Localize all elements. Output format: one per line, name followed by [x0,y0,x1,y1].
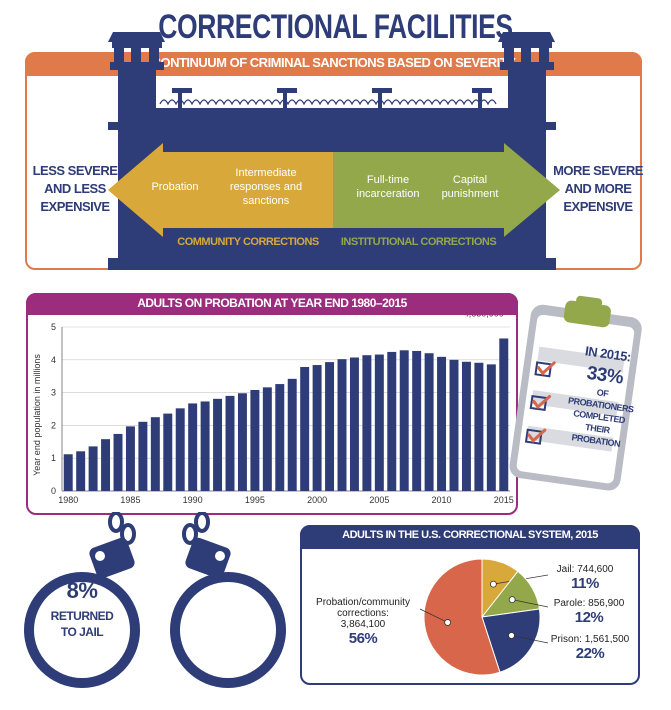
x-tick-label: 2000 [307,495,327,505]
pie-slice-probation [423,558,501,676]
pie-pct-probation: 56% [348,630,378,647]
pie-label-jail: Jail: 744,600 11% [545,564,625,592]
institutional-corrections-label: INSTITUTIONAL CORRECTIONS [340,236,497,248]
pie-leader-dot [489,580,497,588]
correctional-system-title: ADULTS IN THE U.S. CORRECTIONAL SYSTEM, … [342,529,598,541]
bar-1992 [213,398,223,491]
y-tick-label: 1 [51,453,56,463]
bar-2013 [474,362,484,491]
returned-line1: RETURNED [50,609,114,623]
pie-leader-line [511,635,549,644]
y-tick-label: 0 [51,486,56,496]
y-tick-label: 4 [51,355,56,365]
bar-2006 [387,351,397,491]
bar-1988 [163,413,173,491]
page-title: CORRECTIONAL FACILITIES [158,8,513,46]
correctional-system-header [300,525,640,549]
prison-illustration [108,32,560,270]
pie-label-prison: Prison: 1,561,500 22% [545,634,635,662]
bar-2008 [412,350,422,491]
bar-2014 [486,364,496,491]
bar-2012 [461,361,471,491]
bar-2005 [374,354,384,491]
returned-pct: 8% [66,578,98,603]
bar-1994 [237,393,247,491]
bar-1990 [188,403,198,491]
pie-pct-parole: 12% [574,609,604,626]
bar-1983 [101,439,111,491]
more-severe-label: MORE SEVERE AND MORE EXPENSIVE [553,163,643,214]
bar-1996 [262,387,272,491]
returned-to-jail-stat: 8% RETURNED TO JAIL [42,578,122,640]
pie-leader-line [419,608,448,623]
intermediate-label: Intermediate responses and sanctions [229,167,303,207]
capital-label: Capital punishment [441,174,499,200]
correctional-pie-chart [419,558,549,676]
pie-pct-prison: 22% [575,645,605,662]
pie-leader-dot [508,596,516,604]
bar-annotation: 4,650,900 [464,315,504,318]
y-tick-label: 2 [51,420,56,430]
bar-1998 [287,378,297,491]
returned-line2: TO JAIL [60,625,104,639]
bar-1984 [113,433,123,491]
pie-leader-dot [508,632,515,639]
clipboard-stats: IN 2015: 33% OF PROBATIONERS COMPLETED T… [545,340,658,454]
x-tick-label: 1990 [183,495,203,505]
bar-2003 [349,357,359,491]
bar-1982 [88,446,98,491]
bar-2007 [399,350,409,491]
bar-1997 [275,384,285,491]
x-tick-label: 2005 [369,495,389,505]
clipboard-icon [509,295,642,491]
bar-2010 [437,356,447,491]
bar-2004 [362,355,372,491]
bar-1986 [138,421,148,491]
bar-2009 [424,353,434,491]
bar-1993 [225,395,235,491]
y-tick-label: 3 [51,388,56,398]
probation-bar-chart: Year end population in millions 0 1 2 3 4 5 19… [32,315,514,505]
pie-pct-jail: 11% [571,575,599,592]
probation-label: Probation [151,181,199,193]
pie-label-parole: Parole: 856,900 12% [545,598,633,626]
bar-1991 [200,401,210,491]
x-tick-label: 1985 [120,495,140,505]
institutional-arrow [333,143,560,237]
probation-chart-header [26,293,518,315]
pie-leader-line [512,599,549,608]
probation-chart-title: ADULTS ON PROBATION AT YEAR END 1980–201… [137,296,407,310]
bar-1987 [150,417,160,491]
community-arrow [108,143,333,237]
bar-1989 [175,408,185,491]
continuum-title: CONTINUUM OF CRIMINAL SANCTIONS BASED ON… [151,55,516,70]
pie-slice-prison [481,608,541,673]
bar-1985 [125,426,135,491]
y-tick-label: 5 [51,322,56,332]
handcuffs-icon [24,512,286,688]
y-axis-label: Year end population in millions [32,354,42,476]
bar-2002 [337,359,347,491]
bar-1980 [63,454,73,491]
x-tick-label: 1980 [58,495,78,505]
bar-2015 [499,338,509,491]
x-tick-label: 1995 [245,495,265,505]
bar-1999 [300,367,310,491]
bar-1995 [250,389,260,491]
x-tick-label: 2010 [432,495,452,505]
bar-1981 [76,451,86,491]
bar-2001 [325,362,335,491]
bar-2000 [312,365,322,491]
less-severe-label: LESS SEVERE AND LESS EXPENSIVE [32,163,118,214]
community-corrections-label: COMMUNITY CORRECTIONS [177,236,319,248]
pie-leader-dot [444,619,452,626]
x-tick-label: 2015 [494,495,514,505]
bar-2011 [449,359,459,491]
fulltime-label: Full-time incarceration [356,174,420,200]
pie-label-probation: Probation/community corrections: 3,864,1… [308,597,418,647]
